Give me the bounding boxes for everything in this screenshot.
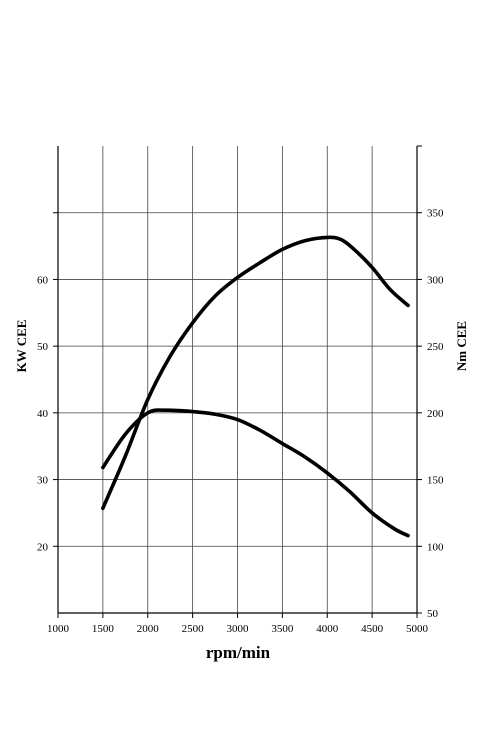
y-right-tick-label: 100: [427, 541, 444, 553]
x-tick-label: 4000: [316, 623, 339, 635]
x-tick-label: 3500: [271, 623, 294, 635]
x-tick-label: 2500: [182, 623, 205, 635]
x-tick-label: 3000: [227, 623, 250, 635]
y-left-tick-label: 30: [37, 475, 49, 487]
y-left-tick-label: 60: [37, 274, 49, 286]
y-right-tick-label: 350: [427, 208, 444, 220]
y-right-tick-label: 50: [427, 608, 439, 620]
y-axis-left-label: KW CEE: [14, 320, 29, 373]
y-left-tick-label: 50: [37, 341, 49, 353]
x-tick-label: 1500: [92, 623, 115, 635]
torque-curve: [101, 408, 410, 538]
x-tick-label: 5000: [406, 623, 429, 635]
x-tick-label: 4500: [361, 623, 384, 635]
y-right-tick-label: 150: [427, 475, 444, 487]
tick-labels: 1000 1500 2000 2500 3000 3500 4000 4500 5000 50 10…: [37, 208, 444, 635]
series: [101, 235, 410, 538]
y-axis-right-label: Nm CEE: [454, 321, 469, 371]
y-left-tick-label: 20: [37, 541, 49, 553]
y-left-tick-label: 40: [37, 408, 49, 420]
x-tick-label: 2000: [137, 623, 160, 635]
y-right-tick-label: 250: [427, 341, 444, 353]
y-right-tick-label: 200: [427, 408, 444, 420]
grid: [53, 145, 422, 618]
x-tick-label: 1000: [47, 623, 70, 635]
power-curve: [101, 235, 410, 511]
x-axis-label: rpm/min: [206, 643, 271, 662]
y-right-tick-label: 300: [427, 274, 444, 286]
plot-frame: [57, 146, 418, 614]
